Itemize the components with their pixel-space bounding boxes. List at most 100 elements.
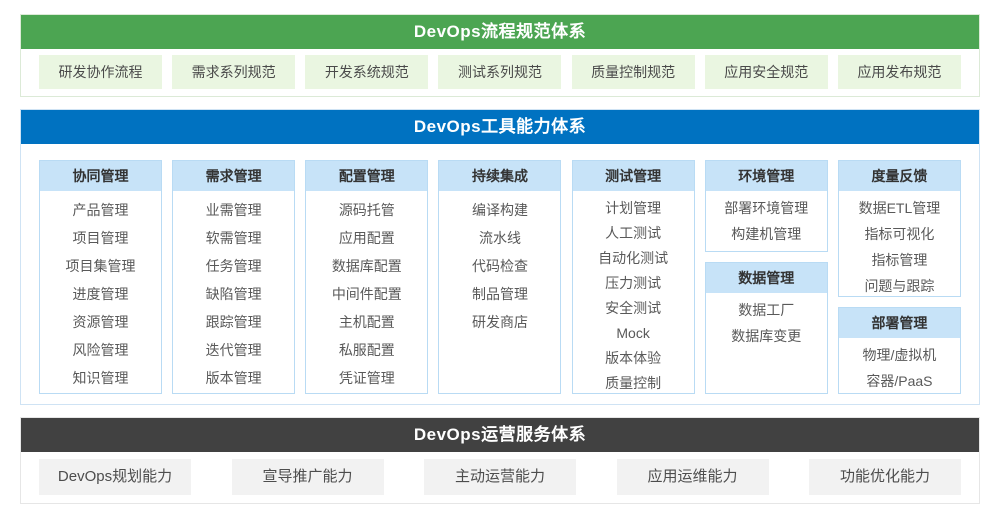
tool-box-body: 编译构建流水线代码检查制品管理研发商店: [439, 191, 560, 393]
operations-item: 主动运营能力: [424, 459, 576, 495]
process-item: 质量控制规范: [571, 55, 695, 89]
tool-item: 人工测试: [605, 225, 662, 241]
tool-box-body: 部署环境管理 构建机管理: [706, 191, 827, 251]
tool-box: 测试管理计划管理人工测试自动化测试压力测试安全测试 Mock 版本体验质量控制: [571, 160, 695, 394]
operations-items-row: DevOps规划能力 宣导推广能力 主动运营能力 应用运维能力 功能优化能力: [21, 452, 979, 503]
process-section: DevOps流程规范体系 研发协作流程 需求系列规范 开发系统规范 测试系列规范 质量控…: [20, 14, 980, 97]
tool-column: 环境管理 部署环境管理 构建机管理 数据管理 数据工厂 数据库变更: [704, 160, 828, 394]
tool-column: 协同管理产品管理项目管理项目集管理进度管理资源管理风险管理知识管理: [39, 160, 162, 394]
tool-box-header: 需求管理: [173, 161, 295, 191]
tool-item: 容器/PaaS: [866, 372, 933, 389]
tool-item: 制品管理: [471, 286, 528, 302]
tool-item: 指标管理: [871, 252, 928, 268]
tool-box: 协同管理产品管理项目管理项目集管理进度管理资源管理风险管理知识管理: [39, 160, 162, 394]
tool-item: 主机配置: [338, 314, 395, 330]
tool-box-header: 持续集成: [439, 161, 561, 191]
tool-box-body: 物理/虚拟机 容器/PaaS: [839, 338, 960, 393]
operations-item: 功能优化能力: [809, 459, 961, 495]
tool-item: 研发商店: [471, 314, 528, 330]
tool-box-body: 计划管理人工测试自动化测试压力测试安全测试 Mock 版本体验质量控制: [573, 191, 694, 393]
process-items-row: 研发协作流程 需求系列规范 开发系统规范 测试系列规范 质量控制规范 应用安全规范 应用发布…: [21, 49, 979, 96]
operations-section: DevOps运营服务体系 DevOps规划能力 宣导推广能力 主动运营能力 应用运维能…: [20, 417, 980, 504]
tool-item: 物理/虚拟机: [862, 346, 937, 363]
tool-item: 数据ETL管理: [858, 200, 941, 216]
tool-box-body: 数据工厂 数据库变更: [706, 293, 827, 393]
tool-box-header: 环境管理: [705, 161, 827, 191]
tool-box-header: 配置管理: [306, 161, 428, 191]
tool-box-header: 度量反馈: [838, 161, 960, 191]
tool-column: 度量反馈 数据ETL管理 指标可视化 指标管理 问题与跟踪 部署管理 物理/虚拟机 容器/Pa…: [837, 160, 961, 394]
tool-box-header: 部署管理: [838, 307, 960, 338]
operations-item: 应用运维能力: [616, 459, 769, 495]
tool-item: 数据库变更: [731, 328, 802, 344]
tool-item: 自动化测试: [598, 250, 669, 266]
tool-item: 源码托管: [338, 202, 395, 218]
tool-item: 代码检查: [471, 258, 528, 274]
tools-columns: 协同管理 产品管理 项目管理 项目集管理 进度管理 资源管理 风险管理 知识管理 需求管理 业需管…: [21, 144, 979, 404]
tool-box: 配置管理源码托管应用配置数据库配置中间件配置主机配置私服配置凭证管理: [305, 160, 429, 394]
tool-item: 部署环境管理: [724, 200, 809, 216]
tool-box-header: 测试管理: [572, 161, 694, 191]
tool-column: 配置管理源码托管应用配置数据库配置中间件配置主机配置私服配置凭证管理: [305, 160, 429, 394]
tool-item: Mock: [616, 325, 650, 341]
process-item: 研发协作流程: [39, 55, 162, 89]
tool-item: 软需管理: [205, 230, 262, 246]
operations-section-title: DevOps运营服务体系: [21, 418, 979, 452]
tool-item: 问题与跟踪: [864, 278, 935, 294]
process-item: 应用安全规范: [704, 55, 828, 89]
tool-item: 流水线: [478, 230, 521, 246]
tool-item: 构建机管理: [731, 226, 802, 242]
tool-item: 跟踪管理: [205, 314, 262, 330]
tool-box-header: 协同管理: [40, 161, 161, 191]
process-item: 需求系列规范: [172, 55, 296, 89]
tool-box: 数据管理数据工厂数据库变更: [704, 262, 828, 394]
tool-item: 产品管理: [72, 202, 129, 218]
tool-item: 进度管理: [72, 286, 129, 302]
tool-item: 数据工厂: [738, 302, 795, 318]
tools-section-title: DevOps工具能力体系: [21, 110, 979, 144]
process-item: 开发系统规范: [305, 55, 429, 89]
tool-item: 风险管理: [72, 342, 129, 358]
tool-item: 私服配置: [338, 342, 395, 358]
tool-box-body: 业需管理软需管理任务管理缺陷管理跟踪管理迭代管理版本管理: [173, 191, 294, 393]
tool-box: 需求管理业需管理软需管理任务管理缺陷管理跟踪管理迭代管理版本管理: [172, 160, 296, 394]
tool-item: 版本体验: [605, 350, 662, 366]
process-item: 测试系列规范: [438, 55, 562, 89]
tool-item: 项目集管理: [65, 258, 136, 274]
tool-box: 部署管理 物理/虚拟机 容器/PaaS: [837, 306, 961, 394]
process-section-title: DevOps流程规范体系: [21, 15, 979, 49]
process-item: 应用发布规范: [837, 55, 961, 89]
tool-box: 度量反馈数据ETL管理 指标可视化指标管理问题与跟踪: [837, 160, 961, 297]
tool-item: 资源管理: [72, 314, 129, 330]
tool-column: 测试管理计划管理人工测试自动化测试压力测试安全测试 Mock 版本体验质量控制: [571, 160, 695, 394]
tool-item: 业需管理: [205, 202, 262, 218]
tool-item: 计划管理: [605, 200, 662, 216]
tool-item: 中间件配置: [331, 286, 402, 302]
tool-box-body: 数据ETL管理 指标可视化指标管理问题与跟踪: [839, 191, 960, 296]
operations-item: DevOps规划能力: [39, 459, 191, 495]
tool-column: 需求管理业需管理软需管理任务管理缺陷管理跟踪管理迭代管理版本管理: [172, 160, 296, 394]
tool-box: 持续集成编译构建流水线代码检查制品管理研发商店: [438, 160, 562, 394]
tool-column: 持续集成编译构建流水线代码检查制品管理研发商店: [438, 160, 562, 394]
tool-box-body: 源码托管应用配置数据库配置中间件配置主机配置私服配置凭证管理: [306, 191, 427, 393]
tool-box-body: 产品管理项目管理项目集管理进度管理资源管理风险管理知识管理: [40, 191, 161, 393]
tool-item: 任务管理: [205, 258, 262, 274]
tool-box: 环境管理 部署环境管理 构建机管理: [704, 160, 828, 252]
tool-item: 版本管理: [205, 370, 262, 386]
tool-item: 项目管理: [72, 230, 129, 246]
tool-item: 压力测试: [605, 275, 662, 291]
tool-item: 缺陷管理: [205, 286, 262, 302]
tool-item: 安全测试: [605, 300, 662, 316]
tool-item: 编译构建: [471, 202, 528, 218]
tool-item: 知识管理: [72, 370, 129, 386]
tool-item: 迭代管理: [205, 342, 262, 358]
tool-item: 凭证管理: [338, 370, 395, 386]
tool-item: 数据库配置: [331, 258, 402, 274]
tool-item: 指标可视化: [864, 226, 935, 242]
tool-item: 应用配置: [338, 230, 395, 246]
tools-section: DevOps工具能力体系 协同管理产品管理项目管理项目集管理进度管理资源管理风险…: [20, 109, 980, 405]
tool-item: 质量控制: [605, 375, 662, 391]
tool-box-header: 数据管理: [705, 263, 827, 293]
operations-item: 宣导推广能力: [231, 459, 384, 495]
